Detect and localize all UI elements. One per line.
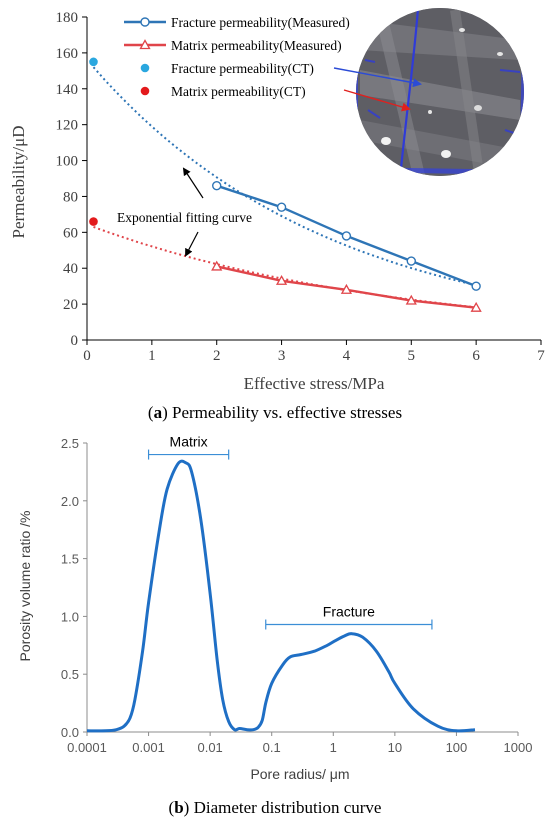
x-tick-label: 0.01 <box>197 740 222 755</box>
chart-a-y-axis-title: Permeability/μD <box>9 126 28 239</box>
legend-entry: Matrix permeability(Measured) <box>124 38 342 53</box>
data-point <box>89 217 98 226</box>
chart-b-series <box>86 459 476 733</box>
y-tick-label: 40 <box>63 261 78 277</box>
y-tick-label: 1.5 <box>61 552 79 567</box>
data-point <box>212 180 222 191</box>
x-tick-label: 0.001 <box>132 740 165 755</box>
data-point <box>211 260 223 271</box>
y-tick-label: 140 <box>56 82 79 98</box>
y-tick-label: 0.0 <box>61 725 79 740</box>
data-point <box>341 231 352 241</box>
y-tick-label: 0.5 <box>61 667 79 682</box>
data-point <box>405 294 417 305</box>
chart-a-series <box>89 57 482 312</box>
y-tick-label: 20 <box>63 297 78 313</box>
y-tick-label: 2.5 <box>61 436 79 451</box>
inset-arrow-red <box>343 89 411 112</box>
x-tick-label: 1 <box>330 740 337 755</box>
chart-b-y-axis-title: Porosity volume ratio /% <box>17 511 33 662</box>
fit-arrow-upper <box>182 167 204 199</box>
x-tick-label: 1000 <box>504 740 533 755</box>
data-point <box>275 274 288 285</box>
chart-a-caption: (a) Permeability vs. effective stresses <box>148 403 402 422</box>
fit-curve <box>92 66 477 287</box>
chart-a-x-axis-title: Effective stress/MPa <box>244 374 385 393</box>
chart-b-caption: (b) Diameter distribution curve <box>169 798 382 817</box>
y-tick-label: 120 <box>56 118 79 134</box>
x-tick-label: 0 <box>83 348 91 364</box>
y-tick-label: 180 <box>56 10 79 26</box>
y-tick-label: 160 <box>56 46 79 62</box>
x-tick-label: 2 <box>213 348 221 364</box>
legend-label: Matrix permeability(CT) <box>171 84 306 99</box>
x-tick-label: 0.0001 <box>67 740 107 755</box>
data-point <box>471 281 481 291</box>
permeability-chart: 0 1 2 3 4 5 6 7 0 20 40 60 80 100 120 140 160 180 <box>9 8 546 393</box>
x-tick-label: 1 <box>148 348 156 364</box>
data-point <box>340 283 353 294</box>
chart-b-x-axis-title: Pore radius/ μm <box>250 766 349 782</box>
range-bracket: Fracture <box>265 603 433 630</box>
y-tick-label: 100 <box>56 154 79 170</box>
legend-label: Fracture permeability(CT) <box>171 61 314 76</box>
range-label: Matrix <box>170 434 208 450</box>
fit-arrow-lower <box>185 231 199 257</box>
data-point <box>276 202 287 212</box>
legend-entry: Fracture permeability(Measured) <box>124 15 350 30</box>
legend-entry: Fracture permeability(CT) <box>140 61 314 76</box>
chart-a-axes <box>86 17 541 341</box>
y-tick-label: 1.0 <box>61 609 79 624</box>
legend-label: Fracture permeability(Measured) <box>171 15 350 30</box>
chart-a-legend: Fracture permeability(Measured) Matrix pe… <box>124 15 350 99</box>
fit-annotation: Exponential fitting curve <box>117 210 252 225</box>
data-point <box>89 57 98 67</box>
x-tick-label: 5 <box>408 348 416 364</box>
chart-b-axes <box>86 443 518 733</box>
y-tick-label: 0 <box>71 333 79 349</box>
data-point <box>470 301 482 312</box>
range-label: Fracture <box>323 603 375 619</box>
x-tick-label: 4 <box>343 348 351 364</box>
distribution-curve <box>86 459 476 733</box>
x-tick-label: 7 <box>537 348 545 364</box>
y-tick-label: 2.0 <box>61 494 79 509</box>
chart-b-ticks: 0.0001 0.001 0.01 0.1 1 10 100 1000 0.0 0.5 1.0 1.5… <box>61 436 533 755</box>
chart-a-fit-curves <box>92 66 477 309</box>
data-point <box>406 256 416 266</box>
x-tick-label: 6 <box>472 348 480 364</box>
inset-arrow-blue <box>333 67 422 88</box>
legend-label: Matrix permeability(Measured) <box>171 38 342 53</box>
y-tick-label: 80 <box>63 189 78 205</box>
x-tick-label: 0.1 <box>263 740 281 755</box>
pore-distribution-chart: 0.0001 0.001 0.01 0.1 1 10 100 1000 0.0 0.5 1.0 1.5… <box>17 434 532 782</box>
x-tick-label: 3 <box>278 348 286 364</box>
legend-entry: Matrix permeability(CT) <box>140 84 306 99</box>
x-tick-label: 100 <box>446 740 468 755</box>
chart-b-range-brackets: Matrix Fracture <box>147 434 433 630</box>
ct-scan-inset-image <box>356 8 524 176</box>
range-bracket: Matrix <box>147 434 230 460</box>
fit-curve <box>93 225 477 309</box>
y-tick-label: 60 <box>63 225 78 241</box>
chart-a-ticks: 0 1 2 3 4 5 6 7 0 20 40 60 80 100 120 140 160 180 <box>56 10 546 364</box>
x-tick-label: 10 <box>388 740 402 755</box>
